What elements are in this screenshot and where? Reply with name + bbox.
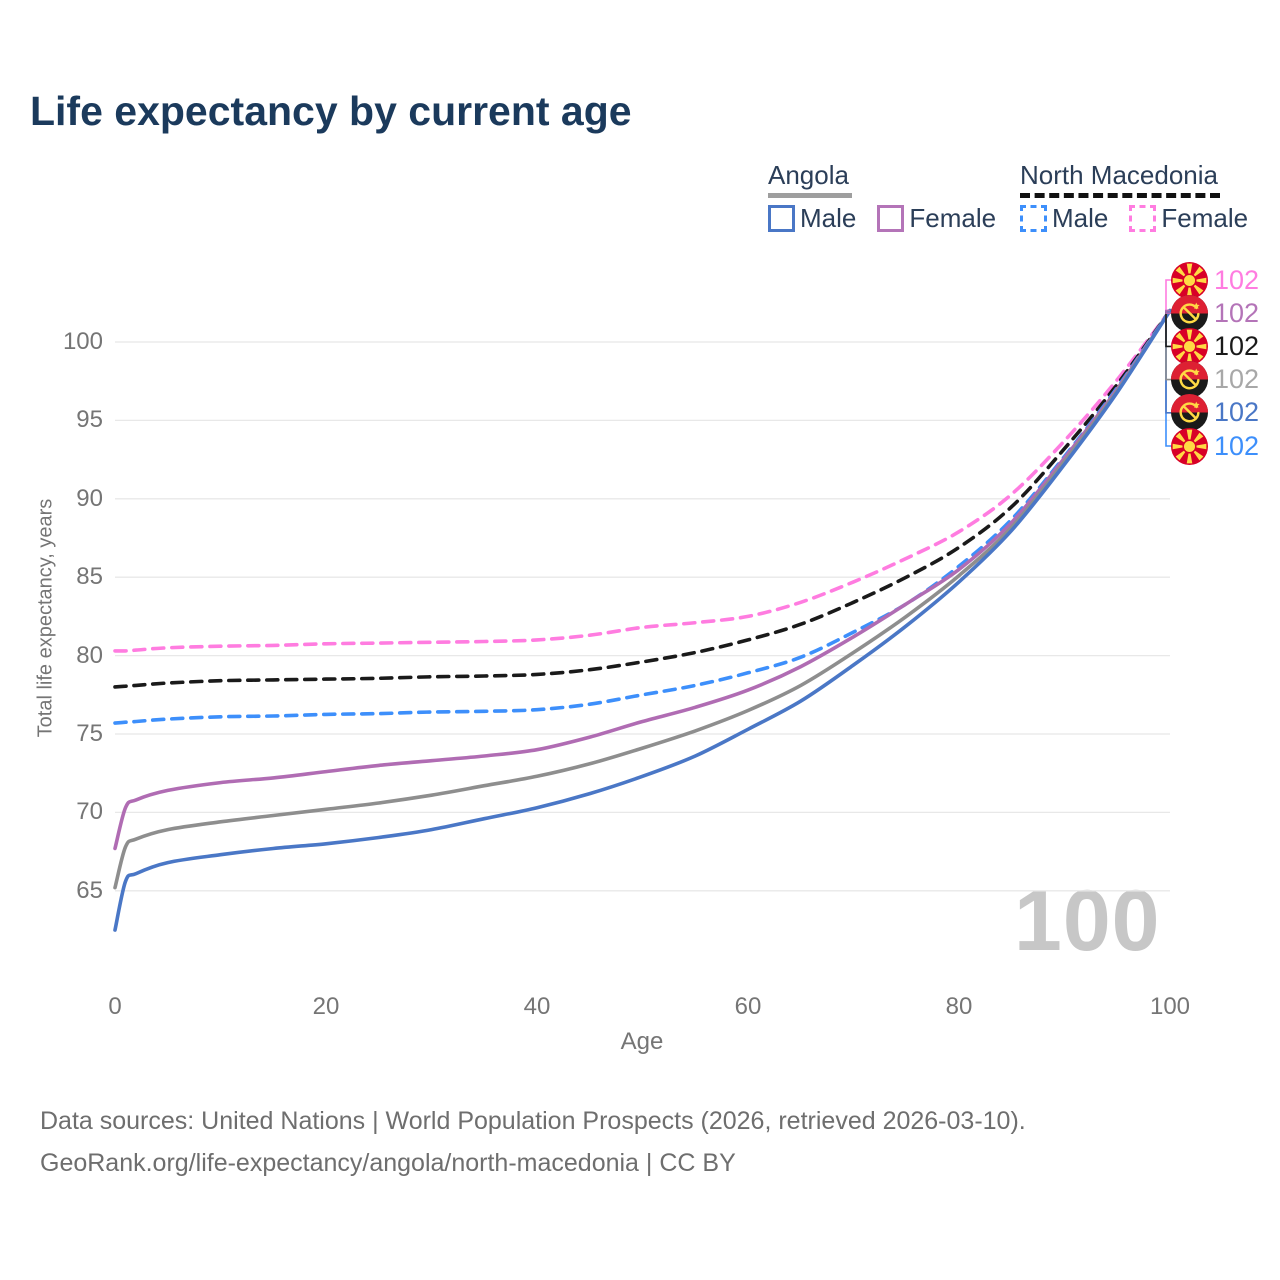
end-label-row: 102 (1171, 327, 1259, 365)
legend-angola-underline (768, 193, 852, 198)
series-line-angola-male[interactable] (113, 308, 1172, 932)
north-macedonia-flag-icon (1171, 262, 1208, 299)
x-tick-label: 80 (945, 993, 973, 1020)
x-tick-label: 60 (734, 993, 762, 1020)
end-label-row: 102 (1171, 294, 1259, 332)
x-tick-label: 0 (108, 993, 122, 1020)
x-tick-label: 40 (523, 993, 551, 1020)
angola-female-swatch-icon (877, 205, 905, 232)
north-macedonia-female-swatch-icon (1129, 205, 1157, 232)
angola-male-swatch-icon (768, 205, 795, 232)
end-label-value: 102 (1214, 264, 1260, 295)
legend-north-macedonia-items: Male Female (1020, 203, 1269, 234)
legend-angola-items: Male Female (768, 203, 1017, 234)
legend-group-north-macedonia-label: North Macedonia (1020, 160, 1218, 190)
series-line-angola-female[interactable] (113, 308, 1172, 851)
legend-item-angola-female[interactable]: Female (877, 203, 996, 234)
y-tick-label: 75 (76, 720, 103, 747)
end-label-value: 102 (1214, 330, 1260, 361)
north-macedonia-flag-icon (1171, 428, 1208, 465)
angola-flag-icon (1171, 394, 1208, 431)
end-label-value: 102 (1214, 397, 1260, 428)
end-label-row: 102 (1171, 427, 1259, 465)
legend-item-label: Female (909, 203, 997, 233)
series-line-north-macedonia-female[interactable] (113, 308, 1172, 653)
y-tick-label: 95 (76, 406, 103, 434)
watermark-age-indicator: 100 (1014, 873, 1161, 969)
series-line-north-macedonia-all[interactable] (113, 308, 1172, 689)
y-tick-label: 85 (76, 563, 103, 591)
legend-group-angola-label: Angola (768, 160, 849, 190)
legend-item-angola-male[interactable]: Male (768, 203, 856, 234)
x-axis-title: Age (620, 1028, 664, 1055)
angola-flag-icon (1171, 295, 1208, 332)
end-label-row: 102 (1171, 261, 1259, 299)
page-title: Life expectancy by current age (30, 88, 632, 134)
end-label-leader-line (1165, 309, 1171, 314)
data-sources-text: Data sources: United Nations | World Pop… (40, 1107, 1026, 1135)
legend-item-north-macedonia-female[interactable]: Female (1129, 203, 1248, 234)
legend-item-label: Female (1161, 203, 1249, 233)
y-tick-label: 100 (62, 328, 103, 355)
x-tick-label: 100 (1149, 993, 1191, 1020)
end-label-row: 102 (1171, 394, 1259, 432)
y-tick-label: 65 (76, 876, 103, 904)
north-macedonia-flag-icon (1171, 328, 1208, 365)
y-tick-label: 70 (76, 798, 103, 826)
end-label-value: 102 (1214, 364, 1260, 395)
legend-north-macedonia-underline (1020, 193, 1220, 198)
series-line-north-macedonia-male[interactable] (113, 308, 1172, 725)
end-label-row: 102 (1171, 361, 1259, 399)
end-label-value: 102 (1214, 297, 1260, 328)
attribution-text: GeoRank.org/life-expectancy/angola/north… (40, 1149, 736, 1177)
legend-item-label: Male (1052, 203, 1109, 233)
y-tick-label: 90 (76, 484, 103, 512)
north-macedonia-male-swatch-icon (1020, 205, 1047, 232)
angola-flag-icon (1171, 361, 1208, 398)
legend-item-label: Male (800, 203, 857, 233)
x-tick-label: 20 (312, 993, 340, 1020)
series-line-angola-all[interactable] (113, 308, 1172, 890)
end-label-value: 102 (1214, 430, 1260, 461)
y-tick-label: 80 (76, 641, 103, 669)
legend-item-north-macedonia-male[interactable]: Male (1020, 203, 1108, 234)
